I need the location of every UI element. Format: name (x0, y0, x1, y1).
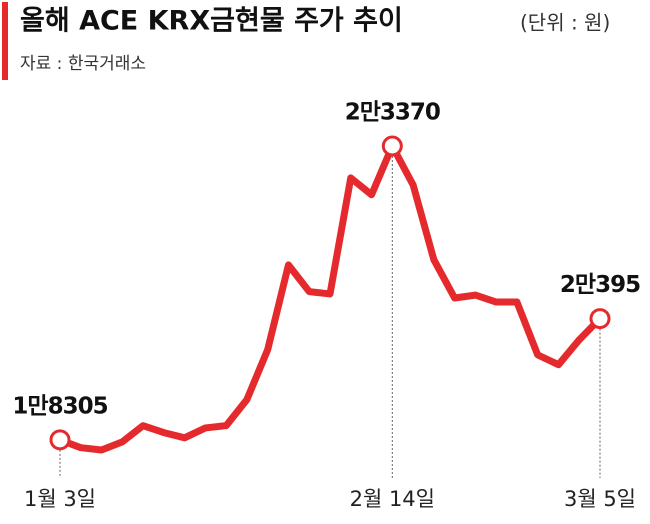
chart-title: 올해 ACE KRX금현물 주가 추이 (20, 6, 403, 37)
value-label: 2만395 (560, 272, 640, 298)
unit-label: (단위 : 원) (520, 11, 610, 35)
point-marker (49, 429, 71, 451)
x-tick-label: 2월 14일 (350, 487, 435, 511)
value-label: 1만8305 (12, 393, 107, 419)
point-marker (381, 135, 403, 157)
x-tick-label: 1월 3일 (24, 487, 96, 511)
value-label: 2만3370 (345, 100, 440, 126)
x-tick-label: 3월 5일 (564, 487, 636, 511)
data-line (56, 142, 604, 454)
point-marker (589, 308, 611, 330)
title-bar (2, 2, 8, 80)
source-label: 자료 : 한국거래소 (20, 54, 146, 74)
